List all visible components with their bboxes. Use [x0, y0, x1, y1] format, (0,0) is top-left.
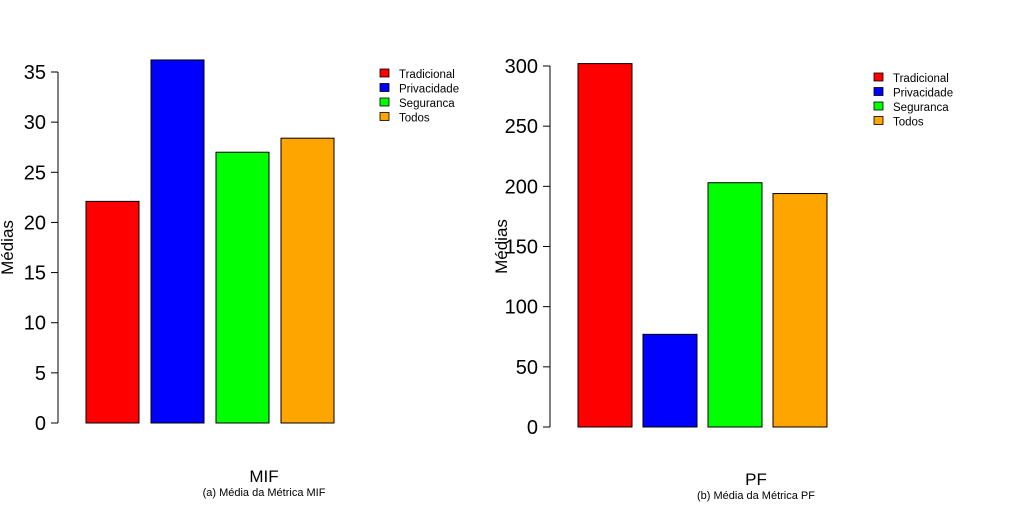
y-tick-label: 300 [505, 56, 538, 78]
y-tick-label: 25 [24, 162, 46, 184]
bar-tradicional [577, 63, 633, 428]
chart-mif: 0 5 10 15 20 25 30 35 Médias MIF (a) Média da M… [0, 59, 459, 499]
y-tick-label: 250 [505, 116, 538, 138]
legend-swatch [379, 97, 390, 107]
legend-swatch [873, 72, 884, 82]
caption-pf: (b) Média da Métrica PF [697, 490, 815, 502]
legend-swatch [379, 68, 390, 78]
legend-swatch [873, 87, 884, 96]
legend-label: Tradicional [893, 73, 949, 85]
y-tick-label: 150 [505, 237, 538, 259]
bar-todos [280, 137, 335, 424]
legend-mif: Tradicional Privacidade Seguranca Todos [379, 68, 459, 125]
chart-pf: 0 50 100 150 200 250 300 Médias PF (b) Média d… [492, 56, 953, 502]
y-tick-label: 30 [24, 112, 46, 134]
legend-label: Privacidade [399, 84, 459, 96]
legend-swatch [379, 83, 390, 92]
bar-privacidade [150, 59, 205, 424]
y-tick-label: 0 [527, 417, 538, 439]
legend-label: Seguranca [399, 98, 455, 110]
caption-mif: (a) Média da Métrica MIF [203, 487, 326, 499]
y-axis-mif: 0 5 10 15 20 25 30 35 [24, 62, 59, 435]
y-tick-label: 10 [24, 313, 46, 335]
legend-swatch [379, 112, 390, 121]
legend-swatch [873, 101, 884, 111]
x-axis-label-pf: PF [745, 470, 767, 489]
legend-label: Todos [893, 117, 924, 129]
bar-seguranca [707, 182, 763, 428]
bars-pf [577, 63, 828, 428]
legend-label: Privacidade [893, 88, 953, 100]
bar-privacidade [642, 333, 698, 428]
y-axis-label-mif: Médias [0, 220, 17, 275]
legend-label: Tradicional [399, 69, 455, 81]
x-axis-label-mif: MIF [249, 467, 278, 486]
bars-mif [85, 59, 335, 424]
y-tick-label: 20 [24, 212, 46, 234]
bar-seguranca [215, 151, 270, 424]
y-tick-label: 200 [505, 176, 538, 198]
y-tick-label: 5 [35, 363, 46, 385]
legend-label: Seguranca [893, 102, 949, 114]
y-tick-label: 50 [516, 357, 538, 379]
y-tick-label: 0 [35, 413, 46, 435]
bar-tradicional [85, 200, 140, 424]
legend-label: Todos [399, 113, 430, 125]
bar-todos [772, 193, 828, 428]
legend-pf: Tradicional Privacidade Seguranca Todos [873, 72, 953, 129]
y-tick-label: 100 [505, 297, 538, 319]
y-axis-label-pf: Médias [492, 219, 511, 274]
legend-swatch [873, 116, 884, 125]
y-tick-label: 15 [24, 263, 46, 285]
y-axis-pf: 0 50 100 150 200 250 300 [505, 56, 551, 439]
y-tick-label: 35 [24, 62, 46, 84]
